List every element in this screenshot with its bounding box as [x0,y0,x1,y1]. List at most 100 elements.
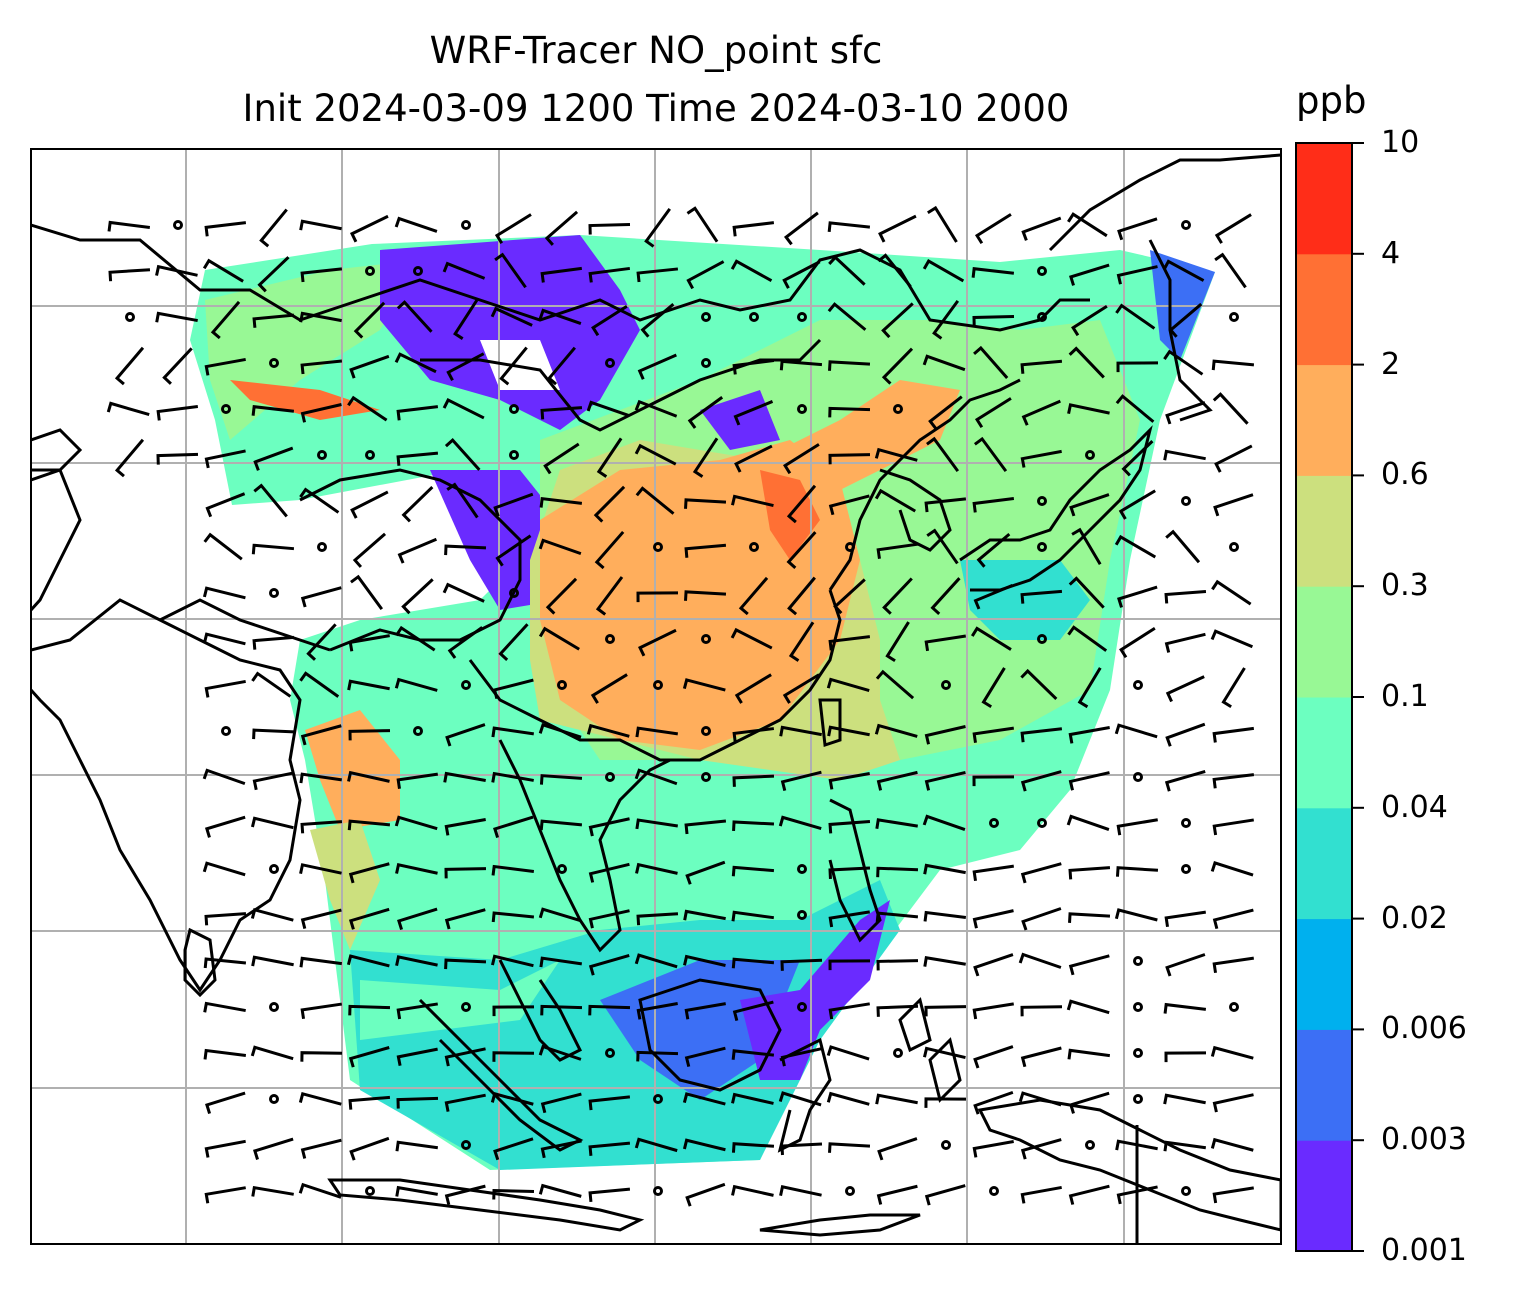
wind-barb [538,538,582,556]
calm-wind-mark [269,864,279,874]
wind-barb [493,492,534,517]
wind-barb [875,818,918,829]
wind-barb [204,221,247,237]
wind-barb [588,266,631,283]
wind-barb [826,677,870,692]
wind-barb [828,1002,870,1020]
wind-barb [634,399,678,418]
wind-barb [1165,529,1201,564]
wind-barb [1213,493,1254,517]
wind-barb [444,544,487,556]
coastline-timor [759,1213,921,1237]
wind-barb [686,260,725,290]
calm-wind-mark [845,542,855,552]
wind-barb [442,398,485,420]
border-india-north [159,598,331,652]
calm-wind-mark [461,680,471,690]
calm-wind-mark [461,220,471,230]
wind-barb [491,726,535,738]
calm-wind-mark [509,450,519,460]
colorbar-frame [1295,142,1353,1252]
wind-barb [588,909,630,929]
wind-barb [923,1046,966,1060]
wind-barb [1212,773,1255,789]
wind-barb [443,771,486,783]
wind-barb [1114,908,1158,922]
wind-barb [875,1093,918,1105]
coastline-newguinea [977,1098,1281,1232]
wind-barb [539,956,583,968]
wind-barb [453,299,479,340]
calm-wind-mark [1181,864,1191,874]
calm-wind-mark [413,726,423,736]
wind-barb [926,436,960,473]
wind-barb [1067,625,1108,652]
wind-barb [1021,399,1061,426]
wind-barb [927,205,958,243]
calm-wind-mark [173,220,183,230]
wind-barb [538,1044,582,1061]
wind-barb [1212,818,1254,836]
wind-barb [833,578,866,615]
colorbar-segment [1296,1029,1352,1141]
wind-barb [492,1051,535,1062]
coastline-caspian [31,428,83,472]
colorbar-tick-label: 0.003 [1381,1122,1467,1158]
wind-barb [540,266,583,283]
wind-barb [683,909,726,921]
wind-barb [395,1140,439,1152]
calm-wind-mark [1133,956,1143,966]
wind-barb [495,534,532,567]
wind-barb [539,774,583,785]
calm-wind-mark [365,1186,375,1196]
wind-barb [539,496,583,508]
wind-barb [1068,954,1110,976]
wind-barb [786,531,817,570]
wind-barb [635,486,675,515]
wind-barb [442,582,485,603]
wind-barb [1071,527,1102,565]
calm-wind-mark [365,266,375,276]
wind-barb [545,577,578,615]
wind-barb [202,768,246,786]
calm-wind-mark [125,312,135,322]
wind-barb [447,626,484,659]
wind-barb [162,347,193,385]
wind-barb [828,866,871,880]
wind-barb [924,1005,967,1017]
wind-barb [107,220,151,232]
wind-barb [1164,910,1207,928]
calm-wind-mark [941,1140,951,1150]
wind-barb [876,866,919,878]
wind-barb [1066,999,1110,1015]
calm-wind-mark [1181,1186,1191,1196]
wind-barb [1117,217,1158,241]
wind-barb [634,1137,678,1153]
wind-barb [1020,449,1062,468]
wind-barb [349,354,390,379]
wind-barb [396,451,439,466]
wind-barb [251,671,292,698]
wind-barb [444,1047,486,1067]
calm-wind-mark [1037,634,1047,644]
wind-barb [828,406,871,418]
coastline-korea [879,468,952,552]
wind-barb [499,346,528,386]
wind-barb [778,815,822,831]
wind-barb [300,1002,343,1020]
wind-barb [644,207,671,248]
wind-barb [1163,1002,1207,1014]
wind-barb [828,959,871,971]
wind-barb [203,1048,247,1060]
wind-barb [734,673,772,704]
calm-wind-mark [1037,818,1047,828]
wind-barb [299,219,342,231]
wind-barb [202,861,246,877]
wind-barb [730,259,773,283]
wind-barb [395,1185,438,1197]
wind-barb [397,537,438,564]
wind-barb [1164,632,1206,653]
wind-barb [538,626,580,651]
wind-barb [636,1050,679,1062]
wind-barb [876,959,919,971]
